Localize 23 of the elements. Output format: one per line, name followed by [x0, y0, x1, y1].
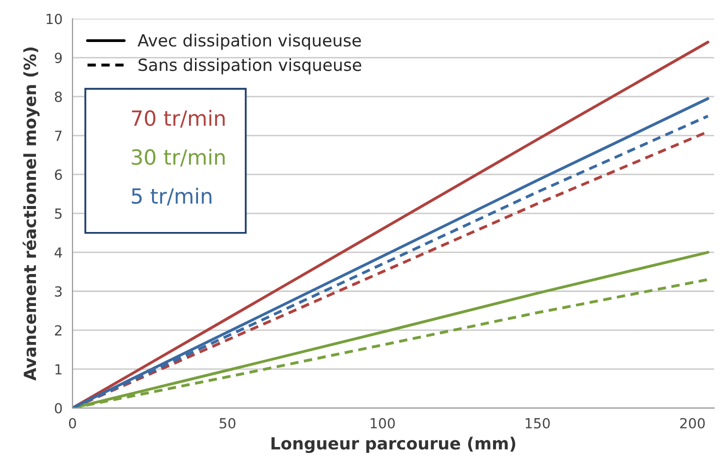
y-tick-label: 2 [54, 325, 62, 336]
y-tick-label: 3 [55, 286, 62, 297]
y-tick-label: 4 [54, 247, 62, 258]
y-tick-label: 8 [54, 92, 62, 102]
annotation: 5 tr/min [132, 188, 212, 206]
y-tick-label: 0 [54, 403, 62, 414]
y-tick-label: 6 [54, 169, 62, 180]
annotation: 70 tr/min [132, 110, 225, 128]
x-tick-label: 150 [526, 418, 550, 429]
x-tick-label: 50 [220, 418, 236, 429]
y-tick-label: 1 [55, 364, 62, 374]
y-tick-label: 5 [55, 208, 62, 219]
x-tick-label: 100 [370, 418, 395, 429]
x-tick-label: 0 [68, 418, 76, 429]
x-axis-title: Longueur parcourue (mm) [272, 436, 516, 453]
y-tick-label: 10 [46, 14, 62, 24]
x-tick-label: 200 [680, 418, 705, 429]
y-tick-label: 9 [54, 52, 62, 64]
annotation: Avec dissipation visqueuse [138, 34, 361, 50]
y-axis-title: Avancement réactionnel moyen (%) [22, 47, 40, 381]
annotation: Sans dissipation visqueuse [138, 58, 362, 74]
y-tick-label: 7 [55, 130, 62, 141]
annotation: 30 tr/min [132, 148, 225, 167]
